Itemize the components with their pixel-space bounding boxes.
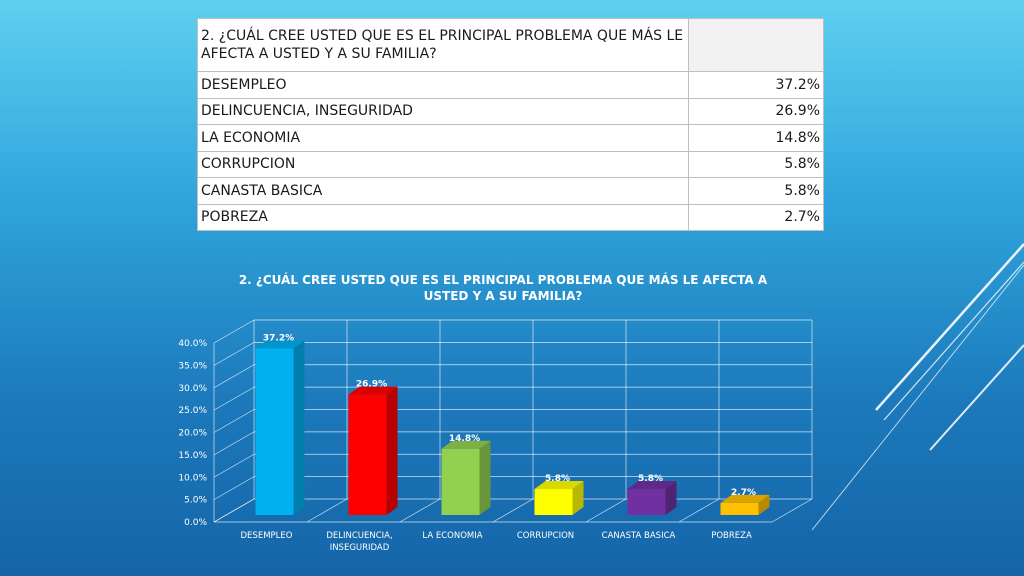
table-row-label: CANASTA BASICA	[197, 177, 689, 205]
table-row-value: 5.8%	[688, 177, 824, 205]
data-label: 2.7%	[731, 488, 756, 498]
gridline-depth	[213, 453, 255, 478]
table-header-row: 2. ¿CUÁL CREE USTED QUE ES EL PRINCIPAL …	[197, 18, 824, 72]
x-tick-label: DESEMPLEO	[241, 531, 293, 541]
x-tick-label: CANASTA BASICA	[602, 531, 676, 541]
bar	[441, 448, 480, 515]
bar-top	[534, 481, 584, 490]
bar	[720, 502, 759, 515]
y-tick-label: 20.0%	[178, 429, 207, 439]
data-label: 14.8%	[449, 434, 480, 444]
y-tick-label: 15.0%	[178, 451, 207, 461]
data-label: 37.2%	[263, 334, 294, 344]
bar	[255, 348, 294, 515]
y-tick-label: 35.0%	[178, 361, 207, 371]
floor-line	[585, 498, 627, 523]
floor-line	[771, 498, 813, 523]
bar-side	[479, 440, 491, 515]
floor-line	[399, 498, 441, 523]
bar-side	[572, 481, 584, 515]
chart-title: 2. ¿CUÁL CREE USTED QUE ES EL PRINCIPAL …	[238, 273, 768, 303]
x-tick-label: LA ECONOMIA	[422, 531, 482, 541]
data-label: 5.8%	[638, 474, 663, 484]
floor-line	[678, 498, 720, 523]
gridline-depth	[213, 364, 255, 389]
table-header-question: 2. ¿CUÁL CREE USTED QUE ES EL PRINCIPAL …	[197, 18, 689, 72]
table-row-value: 2.7%	[688, 203, 824, 231]
floor-line	[306, 498, 348, 523]
y-tick-label: 5.0%	[184, 496, 207, 506]
table-row: CORRUPCION 5.8%	[197, 150, 824, 178]
bar	[534, 489, 573, 515]
table-row: POBREZA 2.7%	[197, 203, 824, 231]
y-tick-label: 0.0%	[184, 518, 207, 528]
bar-top	[348, 386, 398, 395]
gridline-depth	[213, 409, 255, 433]
table-row: CANASTA BASICA 5.8%	[197, 177, 824, 205]
table-row: LA ECONOMIA 14.8%	[197, 124, 824, 152]
gridline-depth	[213, 342, 255, 366]
gridline-depth	[213, 476, 255, 500]
x-tick-label: CORRUPCION	[517, 531, 574, 541]
y-tick-label: 10.0%	[178, 473, 207, 483]
x-tick-label: POBREZA	[711, 531, 752, 541]
table-row-value: 14.8%	[688, 124, 824, 152]
data-label: 5.8%	[545, 474, 570, 484]
bar-top	[441, 440, 491, 449]
y-tick-label: 25.0%	[178, 406, 207, 416]
bar-top	[720, 494, 770, 503]
bar-side	[386, 386, 398, 515]
gridline-depth	[213, 386, 255, 411]
bar-side	[758, 494, 770, 515]
table-row-label: CORRUPCION	[197, 150, 689, 178]
bar-side	[293, 340, 305, 515]
y-tick-label: 30.0%	[178, 384, 207, 394]
bar	[627, 489, 666, 515]
gridline-depth	[213, 431, 255, 456]
bar-side	[665, 481, 677, 515]
table-row-label: POBREZA	[197, 203, 689, 231]
bar-top	[627, 481, 677, 490]
table-row-value: 5.8%	[688, 150, 824, 178]
y-tick-label: 40.0%	[178, 339, 207, 349]
x-tick-label: INSEGURIDAD	[330, 543, 390, 553]
results-table: 2. ¿CUÁL CREE USTED QUE ES EL PRINCIPAL …	[197, 18, 824, 231]
gridline-depth	[213, 319, 255, 344]
table-header-blank	[688, 18, 824, 72]
bar	[348, 394, 387, 515]
x-tick-label: DELINCUENCIA,	[326, 531, 392, 541]
floor-line	[213, 498, 255, 523]
table-row-label: LA ECONOMIA	[197, 124, 689, 152]
floor-line	[492, 498, 534, 523]
data-label: 26.9%	[356, 380, 387, 390]
table-row-label: DELINCUENCIA, INSEGURIDAD	[197, 97, 689, 125]
bar-top	[255, 340, 305, 349]
